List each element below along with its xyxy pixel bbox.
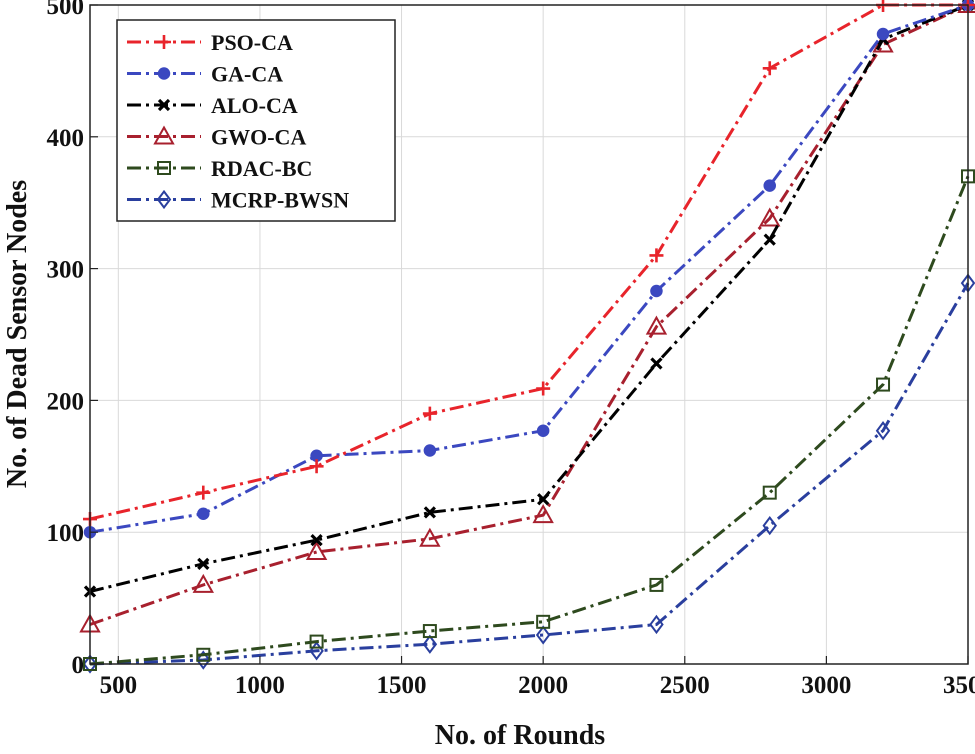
data-point-circle (198, 508, 209, 519)
x-tick-label: 2000 (518, 672, 568, 699)
legend-label: ALO-CA (211, 93, 298, 118)
legend-label: MCRP-BWSN (211, 188, 349, 213)
y-tick-label: 100 (47, 520, 85, 547)
legend-label: GWO-CA (211, 125, 306, 150)
x-tick-label: 1500 (377, 672, 427, 699)
x-tick-label: 500 (100, 672, 138, 699)
y-tick-label: 500 (47, 0, 85, 20)
data-point-circle (878, 28, 889, 39)
data-point-circle (764, 180, 775, 191)
data-point-circle (651, 286, 662, 297)
x-axis-title: No. of Rounds (435, 720, 605, 749)
x-tick-label: 2500 (660, 672, 710, 699)
legend-label: GA-CA (211, 62, 283, 87)
x-tick-label: 1000 (235, 672, 285, 699)
x-tick-label: 3000 (801, 672, 851, 699)
y-tick-label: 0 (72, 652, 85, 679)
legend-label: PSO-CA (211, 30, 293, 55)
data-point-circle (424, 445, 435, 456)
y-tick-label: 200 (47, 388, 85, 415)
data-point-circle (159, 68, 170, 79)
data-point-circle (538, 425, 549, 436)
y-tick-label: 300 (47, 257, 85, 284)
legend: PSO-CA GA-CA ALO-CA GWO-CA RDAC-BC MCRP-BWSN (117, 20, 395, 221)
y-axis-title: No. of Dead Sensor Nodes (2, 180, 33, 488)
legend-label: RDAC-BC (211, 156, 312, 181)
y-tick-label: 400 (47, 125, 85, 152)
